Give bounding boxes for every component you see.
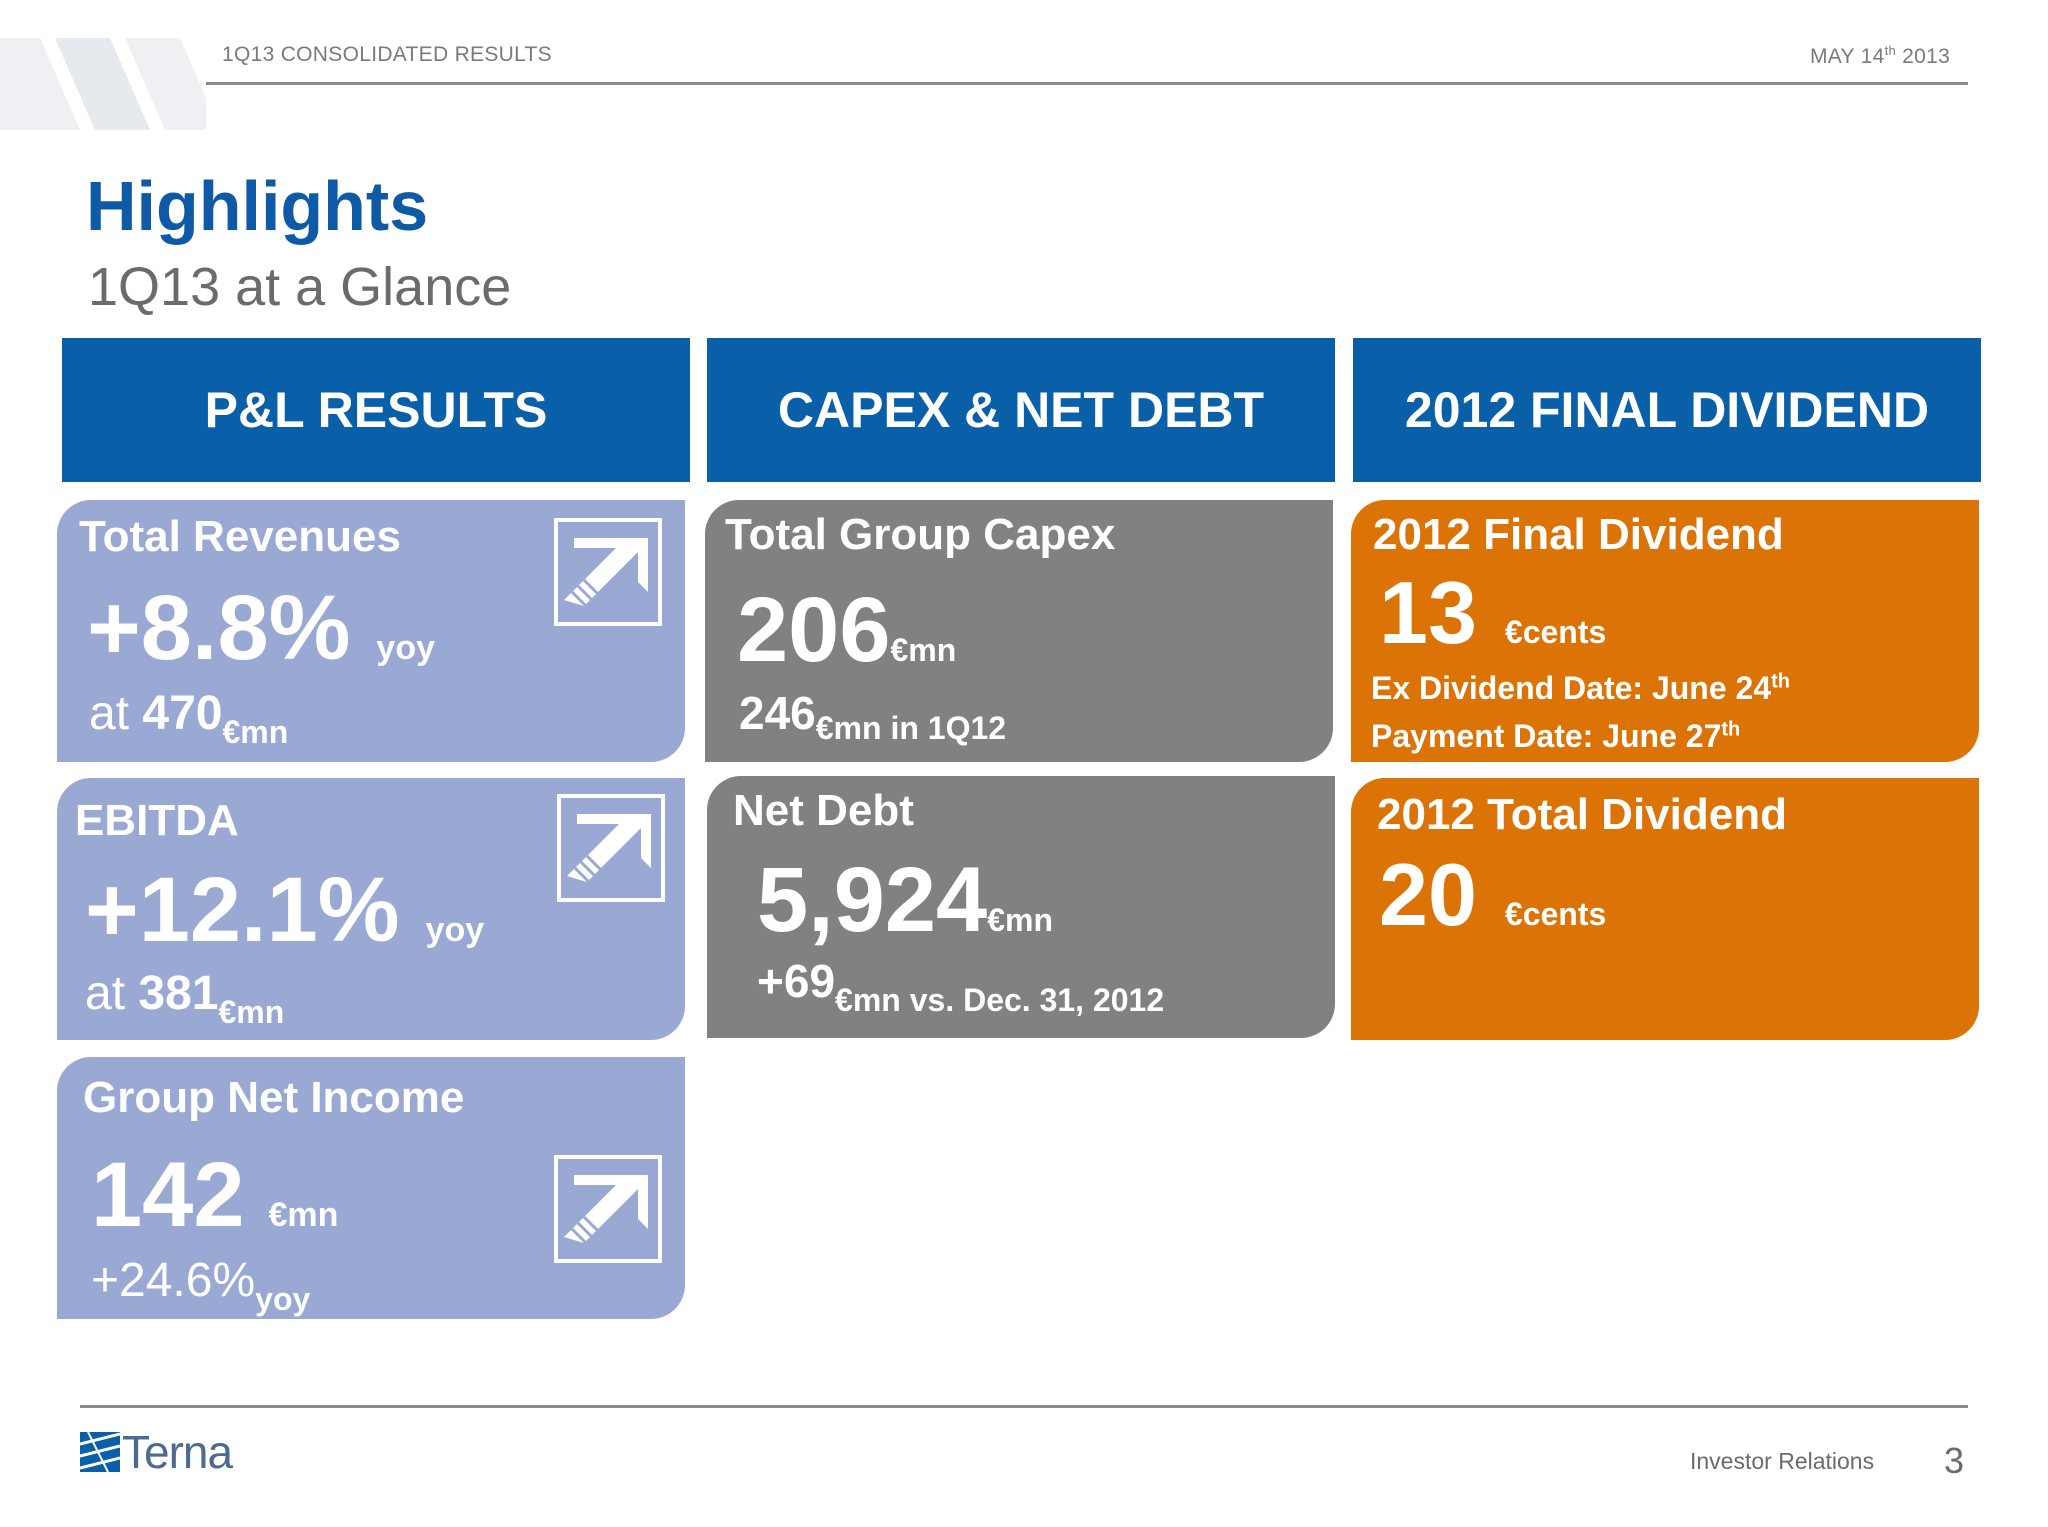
capex-prior-year: 246€mn in 1Q12 xyxy=(739,687,1007,746)
pl-results-heading: P&L RESULTS xyxy=(62,338,690,482)
capex-card: Total Group Capex 206€mn 246€mn in 1Q12 xyxy=(705,500,1333,762)
header-divider xyxy=(206,82,1968,85)
net-debt-change: +69€mn vs. Dec. 31, 2012 xyxy=(757,955,1165,1018)
total-revenues-value: +8.8% yoy xyxy=(87,577,436,679)
terna-logo: Terna xyxy=(80,1426,233,1478)
net-income-label: Group Net Income xyxy=(83,1073,465,1122)
investor-relations-label: Investor Relations xyxy=(1690,1448,1875,1474)
arrow-up-right-icon xyxy=(554,518,662,626)
total-revenues-label: Total Revenues xyxy=(79,512,401,561)
logo-text: Terna xyxy=(122,1426,233,1478)
net-income-card: Group Net Income 142 €mn +24.6%yoy xyxy=(57,1057,685,1319)
arrow-up-right-icon xyxy=(554,1155,662,1263)
final-dividend-heading: 2012 FINAL DIVIDEND xyxy=(1353,338,1981,482)
ebitda-amount: at 381€mn xyxy=(85,967,285,1030)
final-dividend-value: 13 €cents xyxy=(1379,563,1607,662)
presentation-date: MAY 14th 2013 xyxy=(1810,43,1951,68)
capex-value: 206€mn xyxy=(737,579,957,681)
total-dividend-card: 2012 Total Dividend 20 €cents xyxy=(1351,778,1979,1040)
ebitda-label: EBITDA xyxy=(75,796,239,845)
footer-divider xyxy=(80,1405,1968,1408)
page-number: 3 xyxy=(1944,1440,1965,1481)
net-debt-value: 5,924€mn xyxy=(757,849,1054,951)
ebitda-card: EBITDA +12.1% yoy at 381€mn xyxy=(57,778,685,1040)
net-debt-label: Net Debt xyxy=(733,786,914,835)
capex-label: Total Group Capex xyxy=(725,510,1116,559)
section-title: 1Q13 CONSOLIDATED RESULTS xyxy=(222,43,552,66)
net-income-value: 142 €mn xyxy=(91,1144,339,1246)
final-dividend-label: 2012 Final Dividend xyxy=(1373,510,1784,559)
terna-logo-icon xyxy=(80,1432,120,1472)
total-revenues-amount: at 470€mn xyxy=(89,687,289,750)
total-dividend-value: 20 €cents xyxy=(1379,845,1607,944)
header-decoration xyxy=(0,38,206,130)
total-dividend-label: 2012 Total Dividend xyxy=(1377,790,1787,839)
arrow-up-right-icon xyxy=(557,794,665,902)
capex-net-debt-heading: CAPEX & NET DEBT xyxy=(707,338,1335,482)
ex-dividend-date: Ex Dividend Date: June 24th xyxy=(1371,670,1791,706)
total-revenues-card: Total Revenues +8.8% yoy at 470€mn xyxy=(57,500,685,762)
page-subtitle: 1Q13 at a Glance xyxy=(88,257,512,317)
final-dividend-card: 2012 Final Dividend 13 €cents Ex Dividend… xyxy=(1351,500,1979,762)
net-income-growth: +24.6%yoy xyxy=(91,1254,311,1317)
payment-date: Payment Date: June 27th xyxy=(1371,718,1741,754)
ebitda-value: +12.1% yoy xyxy=(85,859,485,961)
net-debt-card: Net Debt 5,924€mn +69€mn vs. Dec. 31, 20… xyxy=(707,776,1335,1038)
page-title: Highlights xyxy=(86,167,429,245)
